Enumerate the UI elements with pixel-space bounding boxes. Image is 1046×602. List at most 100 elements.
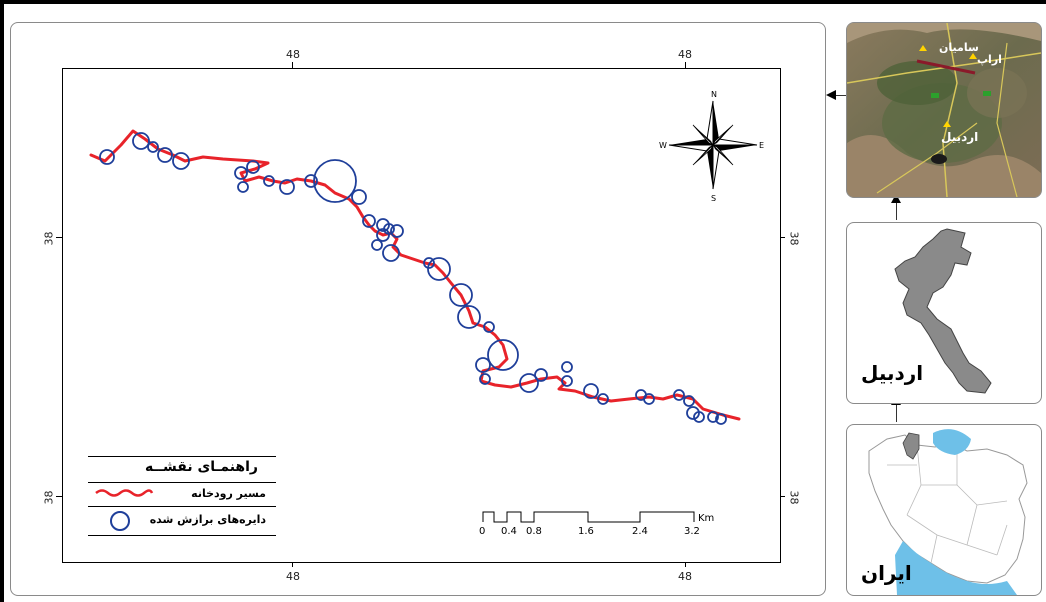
fitted-circle <box>583 383 599 399</box>
fitted-circle <box>427 257 451 281</box>
arrow-up-icon-1 <box>891 194 901 203</box>
iran-map-shape <box>868 429 1028 595</box>
fitted-circle <box>382 244 400 262</box>
bottom-coord-right: 48 <box>678 570 692 583</box>
fitted-circle <box>487 339 519 371</box>
fitted-circle <box>376 218 390 232</box>
fitted-circle <box>715 413 727 425</box>
arrow-left-icon <box>826 90 836 100</box>
bottom-coord-left: 48 <box>286 570 300 583</box>
fitted-circle <box>519 373 539 393</box>
fitted-circle <box>683 395 695 407</box>
frame-top-border <box>0 0 1046 4</box>
legend-bottom-rule <box>88 535 276 536</box>
compass-w-label: W <box>659 141 667 150</box>
tick-top-2 <box>685 62 686 68</box>
fitted-circle <box>351 189 367 205</box>
tick-right-1 <box>779 237 785 238</box>
fitted-circle <box>534 368 548 382</box>
fitted-circle <box>673 389 685 401</box>
scale-label-5: 3.2 <box>684 526 700 537</box>
scale-bar <box>482 511 695 523</box>
fitted-circle <box>643 393 655 405</box>
fitted-circle <box>362 214 376 228</box>
fitted-circles-group <box>99 132 727 425</box>
iran-inset: ایران <box>846 424 1042 596</box>
fitted-circle <box>483 321 495 333</box>
fitted-circle <box>597 393 609 405</box>
connector-main-line <box>836 95 848 96</box>
fitted-circle <box>237 181 249 193</box>
tick-left-2 <box>56 496 62 497</box>
country-title: ایران <box>861 561 912 585</box>
top-coord-left: 48 <box>286 48 300 61</box>
fitted-circle <box>475 357 491 373</box>
frame-left-border <box>0 0 4 602</box>
compass-rose-icon: N S E W <box>659 90 764 203</box>
fitted-circle <box>304 174 318 188</box>
tick-bottom-1 <box>292 561 293 567</box>
map-area: N S E W <box>62 68 781 563</box>
compass-s-label: S <box>711 194 716 203</box>
river-map: N S E W <box>89 90 764 425</box>
ardabil-province-shape <box>894 228 992 394</box>
fitted-circle <box>390 224 404 238</box>
fitted-circle <box>423 257 435 269</box>
fitted-circle <box>457 305 481 329</box>
tick-right-2 <box>779 496 785 497</box>
province-inset: اردبیل <box>846 222 1042 404</box>
sat-label-arap: اراپ <box>977 53 1002 66</box>
scale-unit: Km <box>698 513 715 524</box>
river-line <box>89 129 741 421</box>
legend-river-label: مسیر رودخانه <box>191 487 266 500</box>
legend-title-rule <box>88 482 276 483</box>
right-coord-top: 38 <box>787 231 801 246</box>
legend-top-rule <box>88 456 276 457</box>
top-coord-right: 48 <box>678 48 692 61</box>
sat-label-ardabil: اردبیل <box>941 130 978 144</box>
fitted-circle <box>449 283 473 307</box>
legend-title: راهنمـای نقشــه <box>144 459 258 475</box>
fitted-circle <box>479 373 491 385</box>
scale-label-0: 0 <box>479 526 486 537</box>
fitted-circle <box>99 149 115 165</box>
left-coord-top: 38 <box>42 231 56 246</box>
legend-river-symbol <box>95 489 154 497</box>
fitted-circle <box>376 228 390 242</box>
scale-label-3: 1.6 <box>578 526 594 537</box>
connector-sat-line <box>896 202 897 220</box>
compass-e-label: E <box>759 141 764 150</box>
fitted-circle <box>686 406 700 420</box>
satellite-inset: سامیان اراپ اردبیل <box>846 22 1042 198</box>
legend-mid-rule <box>88 506 276 507</box>
satellite-image: سامیان اراپ اردبیل <box>847 23 1041 197</box>
fitted-circle <box>561 361 573 373</box>
fitted-circle <box>279 179 295 195</box>
compass-n-label: N <box>711 90 717 99</box>
scale-label-4: 2.4 <box>632 526 648 537</box>
fitted-circle <box>371 239 383 251</box>
fitted-circle <box>693 411 705 423</box>
fitted-circle <box>707 411 719 423</box>
scale-label-2: 0.8 <box>526 526 542 537</box>
fitted-circle <box>147 141 159 153</box>
legend-circles-label: دایره‌های برازش شده <box>149 513 266 526</box>
map-legend: راهنمـای نقشــه مسیر رودخانه دایره‌های ب… <box>88 456 276 536</box>
fitted-circle <box>132 132 150 150</box>
sat-label-samian: سامیان <box>939 41 979 54</box>
fitted-circle <box>263 175 275 187</box>
tick-top-1 <box>292 62 293 68</box>
fitted-circle <box>246 160 260 174</box>
right-coord-bottom: 38 <box>787 490 801 505</box>
tick-left-1 <box>56 237 62 238</box>
province-title: اردبیل <box>861 361 924 385</box>
connector-province-line <box>896 404 897 422</box>
left-coord-bottom: 38 <box>42 490 56 505</box>
fitted-circle <box>157 147 173 163</box>
fitted-circle <box>172 152 190 170</box>
fitted-circle <box>234 166 248 180</box>
scale-label-1: 0.4 <box>501 526 517 537</box>
tick-bottom-2 <box>685 561 686 567</box>
legend-circle-symbol <box>110 511 130 531</box>
fitted-circle <box>313 159 357 203</box>
